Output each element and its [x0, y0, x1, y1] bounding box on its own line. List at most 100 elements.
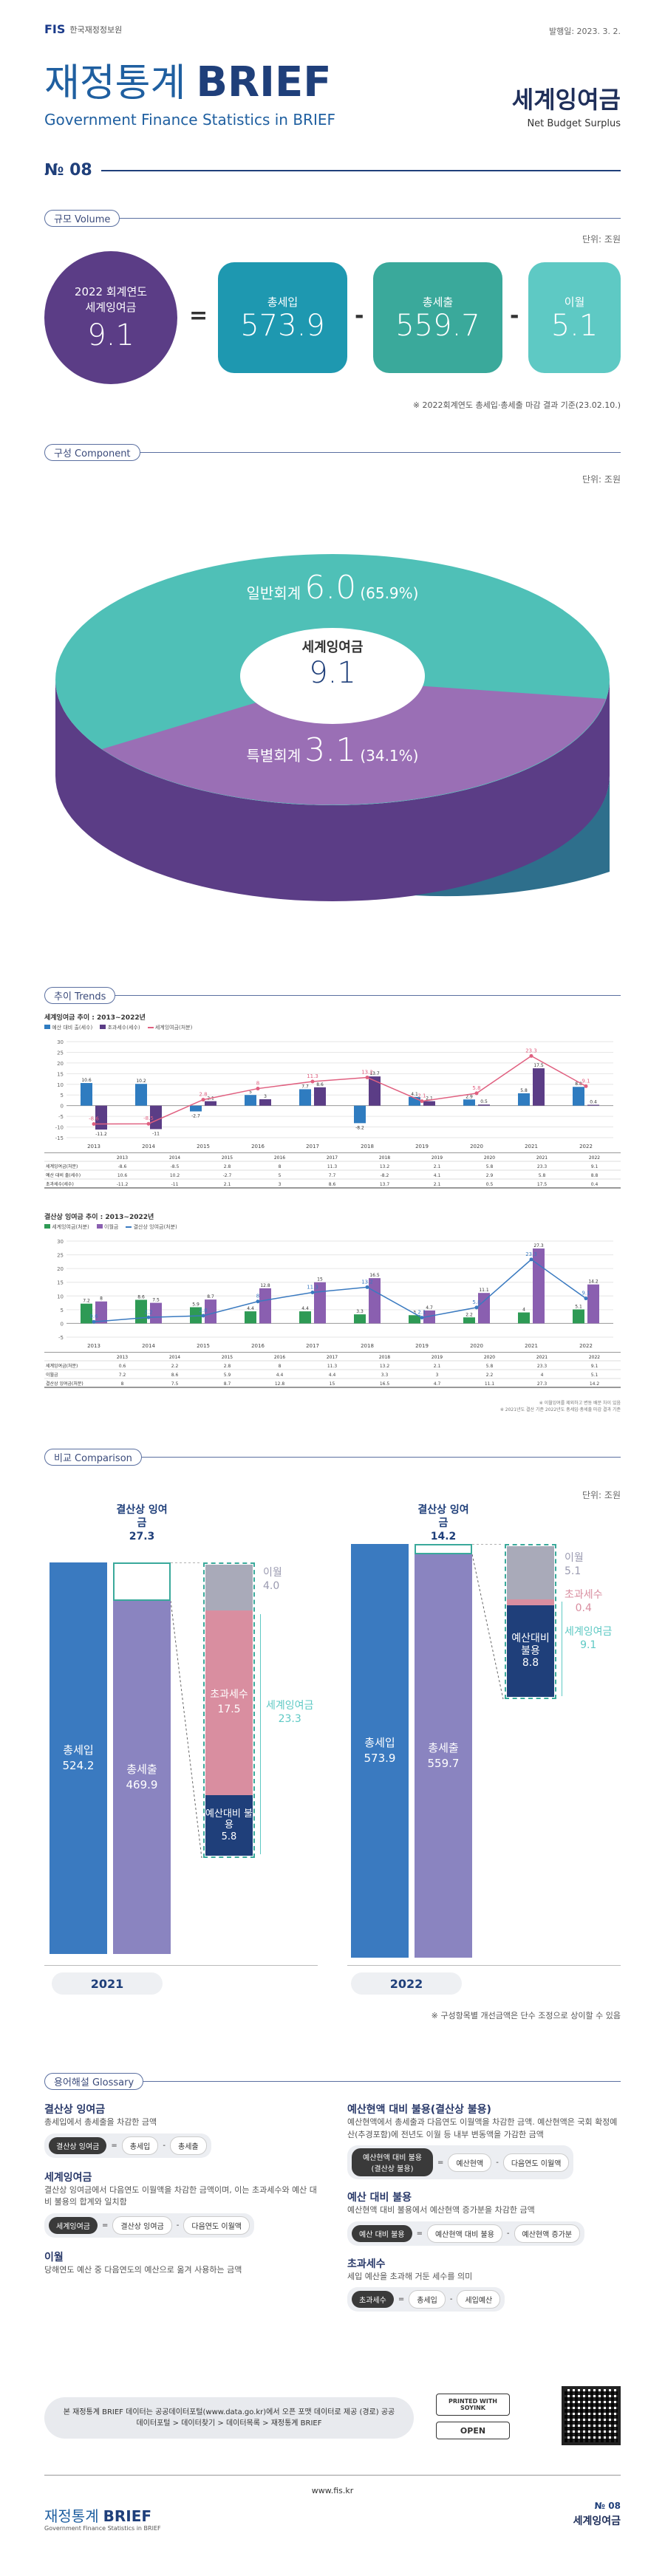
surplus-value: 27.3 [129, 1531, 155, 1543]
data-label: 3.3 [356, 1309, 364, 1314]
surplus-value: 14.2 [430, 1531, 457, 1543]
title-en: BRIEF [196, 58, 332, 106]
data-label: 0.5 [480, 1099, 488, 1104]
footer-topic: 세계잉여금 [573, 2515, 621, 2527]
data-label: 2.1 [426, 1096, 433, 1101]
comparison-note: ※ 구성항목별 개선금액은 단수 조정으로 상이할 수 있음 [431, 2011, 621, 2020]
bar [205, 1299, 216, 1324]
eq-op: - [163, 2141, 166, 2150]
glossary-equation: 예산 대비 불용 = 예산현액 대비 불용 - 예산현액 증가분 [347, 2221, 621, 2246]
eq-op: = [437, 2158, 444, 2167]
chart2-legend: 세계잉여금(처분) 이월금 결산상 잉여금(처분) [44, 1223, 177, 1231]
table-cell: 4.4 [276, 1373, 284, 1378]
bar [205, 1101, 216, 1106]
carry-value: 4.0 [263, 1580, 280, 1593]
volume-header: 규모 Volume [44, 209, 621, 227]
table-cell: 10.2 [170, 1173, 180, 1178]
eq-term: 세계잉여금 [49, 2216, 98, 2234]
website-link[interactable]: www.fis.kr [311, 2486, 354, 2495]
table-row-label: 예산 대비 출(세수) [46, 1172, 81, 1178]
x-tick-label: 2021 [525, 1144, 538, 1149]
series-line [93, 1055, 587, 1125]
glossary-equation: 세계잉여금 = 결산상 잉여금 - 다음연도 이월액 [44, 2213, 318, 2238]
net-value: 9.1 [580, 1639, 597, 1652]
glossary-term: 초과세수 [347, 2258, 386, 2270]
table-header: 2013 [117, 1155, 128, 1161]
connector-2022 [472, 1544, 504, 1700]
data-label: 8.8 [575, 1082, 582, 1087]
unused-name: 예산대비 불용 [205, 1808, 253, 1831]
data-label: 2.1 [417, 1310, 426, 1316]
glossary-term: 예산현액 대비 불용(결산상 불용) [347, 2104, 491, 2116]
divider [141, 1456, 621, 1458]
table-cell: 23.3 [537, 1364, 548, 1369]
table-cell: 9.1 [591, 1164, 598, 1169]
data-label: 13.7 [369, 1071, 380, 1076]
y-tick-label: 10 [57, 1294, 64, 1299]
data-label: 5.8 [472, 1085, 480, 1091]
expend-2022-bar: 총세출 559.7 [415, 1554, 472, 1958]
center-label: 세계잉여금 9.1 [259, 637, 406, 690]
table-cell: 2.1 [434, 1182, 441, 1187]
divider [100, 169, 621, 171]
footer-subtitle: Government Finance Statistics in BRIEF [44, 2525, 161, 2532]
x-tick-label: 2019 [415, 1343, 429, 1349]
data-label: 17.5 [533, 1063, 544, 1068]
data-label: 5.8 [472, 1299, 480, 1305]
x-tick-label: 2015 [197, 1343, 210, 1349]
table-cell: 8 [279, 1364, 282, 1369]
data-label: 3 [264, 1094, 267, 1099]
glossary-desc: 결산상 잉여금에서 다음연도 이월액을 차감한 금액이며, 이는 초과세수와 예… [44, 2184, 317, 2207]
legend-item: 예산 대비 출(세수) [44, 1024, 92, 1031]
unused-2021-seg: 예산대비 불용 5.8 [205, 1795, 253, 1856]
table-cell: 5.9 [224, 1373, 231, 1378]
legend-label: 세계잉여금(처분) [154, 1025, 193, 1031]
legend-label: 결산상 잉여금(처분) [133, 1224, 177, 1230]
carry-name: 이월 [263, 1567, 282, 1579]
y-tick-label: 25 [57, 1050, 64, 1056]
year-2021-pill: 2021 [52, 1972, 163, 1995]
eq-term: 총세출 [170, 2136, 207, 2155]
special-name: 특별회계 [246, 747, 301, 765]
data-label: 11.3 [307, 1073, 318, 1079]
eq-term: 다음연도 이월액 [183, 2215, 250, 2235]
chart1-svg: -15 -10 -5 0 5 10 15 20 25 30 10.6 -11.2 2013 10.2 -11… [55, 1039, 613, 1149]
glossary-desc: 당해연도 예산 중 다음연도의 예산으로 옮겨 사용하는 금액 [44, 2264, 242, 2275]
table-cell: 8.6 [171, 1373, 179, 1378]
bar [369, 1076, 381, 1106]
equals-sign: = [189, 303, 208, 329]
issue-row: № 08 [44, 161, 621, 180]
line-point [256, 1299, 260, 1304]
data-label: -8.5 [143, 1116, 154, 1121]
table-cell: 2.1 [224, 1182, 231, 1187]
bar [95, 1301, 107, 1324]
expend-name: 총세출 [126, 1763, 157, 1776]
data-label: 0.6 [89, 1313, 98, 1319]
eq-term: 결산상 잉여금 [49, 2136, 107, 2154]
y-tick-label: 20 [57, 1061, 64, 1067]
table-header: 2014 [169, 1155, 180, 1161]
table-header: 2020 [484, 1155, 495, 1161]
bar [299, 1089, 311, 1106]
data-label: 2.8 [199, 1092, 207, 1098]
eq-op: = [416, 2229, 423, 2238]
glossary-left: 결산상 잉여금 총세입에서 총세출을 차감한 금액 결산상 잉여금 = 총세입 - 총세… [44, 2102, 318, 2276]
publish-date: 발행일: 2023. 3. 2. [548, 27, 621, 36]
x-tick-label: 2020 [470, 1144, 483, 1149]
y-tick-label: 20 [57, 1266, 64, 1272]
line-point [201, 1098, 205, 1102]
comparison-header: 비교 Comparison [44, 1448, 621, 1466]
net-name: 세계잉여금 [266, 1700, 314, 1712]
eq-term: 다음연도 이월액 [502, 2153, 570, 2172]
chart2-title: 결산상 잉여금 추이 : 2013~2022년 [44, 1214, 154, 1221]
soyink-badge: PRINTED WITH SOYINK [436, 2394, 510, 2416]
chart2-table: 2013 2014 2015 2016 2017 2018 2019 2020 2021 2022… [44, 1352, 621, 1388]
y-tick-label: 5 [61, 1093, 64, 1099]
volume-unit: 단위: 조원 [582, 234, 621, 245]
data-label: 10.6 [81, 1078, 92, 1083]
data-label: 8.7 [207, 1294, 214, 1299]
table-cell: 11.1 [485, 1381, 495, 1387]
expend-box: 총세출 559.7 [373, 262, 502, 373]
qr-code[interactable] [562, 2386, 621, 2445]
surplus-2021-label: 결산상 잉여금 27.3 [112, 1503, 171, 1544]
